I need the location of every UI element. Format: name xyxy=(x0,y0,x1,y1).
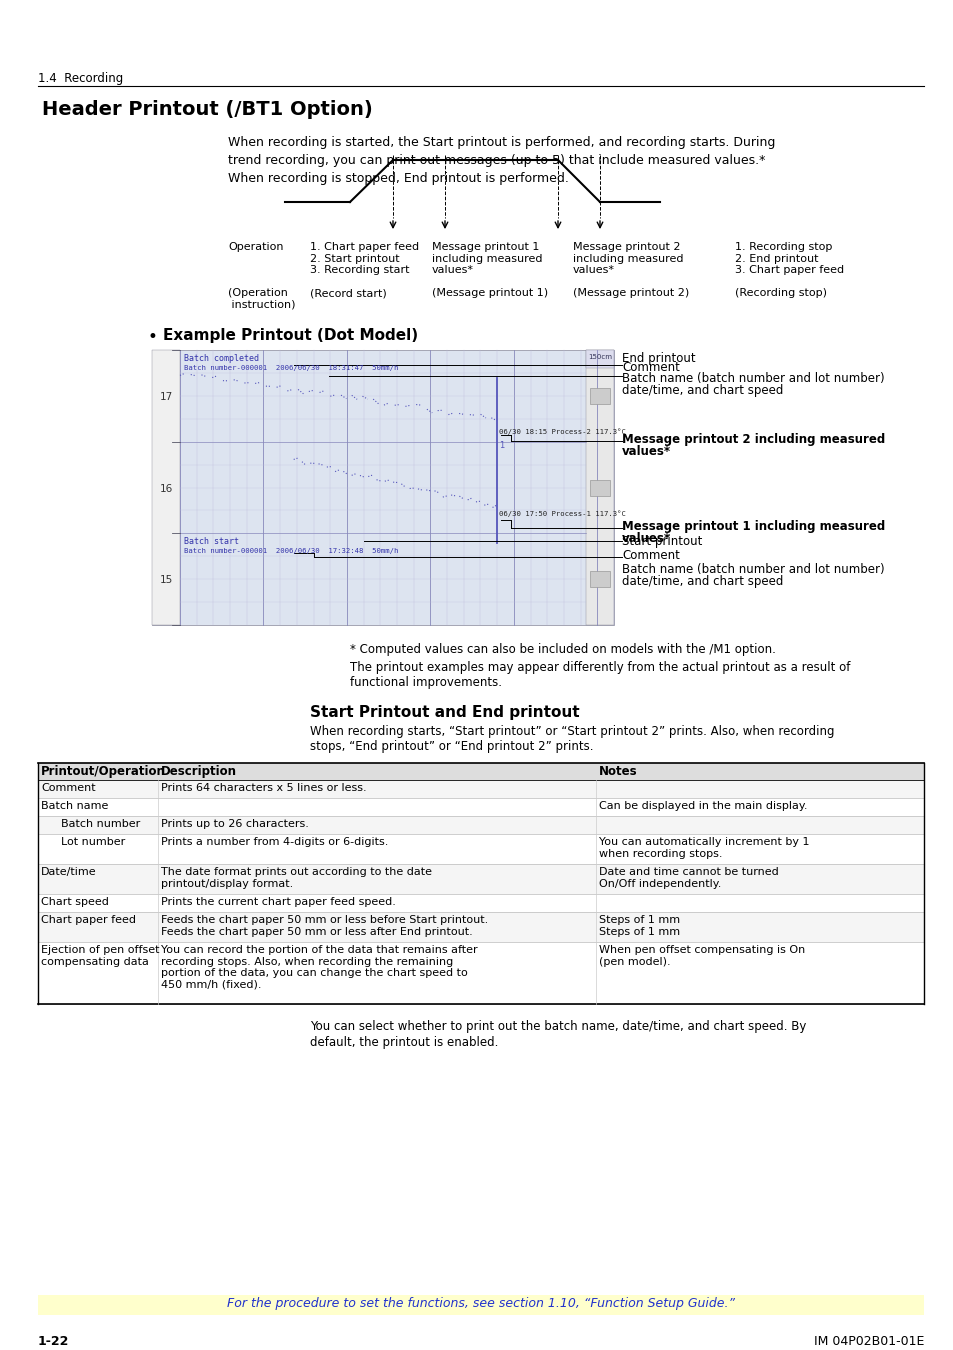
Text: •: • xyxy=(148,328,157,346)
Text: Notes: Notes xyxy=(598,765,637,778)
Bar xyxy=(38,780,923,798)
Text: Description: Description xyxy=(161,765,236,778)
Bar xyxy=(38,1295,923,1315)
Bar xyxy=(585,350,614,369)
Text: (Recording stop): (Recording stop) xyxy=(734,288,826,298)
Text: Batch number: Batch number xyxy=(61,819,140,829)
Text: Batch name: Batch name xyxy=(41,801,109,811)
Text: You can select whether to print out the batch name, date/time, and chart speed. : You can select whether to print out the … xyxy=(310,1021,805,1033)
Text: Start Printout and End printout: Start Printout and End printout xyxy=(310,705,579,720)
Text: Message printout 1 including measured: Message printout 1 including measured xyxy=(621,520,884,533)
Text: The printout examples may appear differently from the actual printout as a resul: The printout examples may appear differe… xyxy=(350,662,849,674)
Text: Prints 64 characters x 5 lines or less.: Prints 64 characters x 5 lines or less. xyxy=(161,783,366,792)
Text: Steps of 1 mm
Steps of 1 mm: Steps of 1 mm Steps of 1 mm xyxy=(598,915,679,937)
Text: Start printout: Start printout xyxy=(621,536,701,548)
Text: values*: values* xyxy=(621,444,670,458)
Text: 16: 16 xyxy=(159,483,172,494)
Text: Ejection of pen offset
compensating data: Ejection of pen offset compensating data xyxy=(41,945,159,967)
Text: Chart paper feed: Chart paper feed xyxy=(41,915,136,925)
Text: Message printout 1
including measured
values*: Message printout 1 including measured va… xyxy=(432,242,542,275)
Text: Can be displayed in the main display.: Can be displayed in the main display. xyxy=(598,801,806,811)
Text: (Message printout 1): (Message printout 1) xyxy=(432,288,548,298)
Text: Printout/Operation: Printout/Operation xyxy=(41,765,166,778)
Text: Comment: Comment xyxy=(621,360,679,374)
Bar xyxy=(38,815,923,834)
Text: 1. Chart paper feed
2. Start printout
3. Recording start: 1. Chart paper feed 2. Start printout 3.… xyxy=(310,242,418,275)
Bar xyxy=(589,387,609,404)
Text: Chart speed: Chart speed xyxy=(41,896,109,907)
Text: Header Printout (/BT1 Option): Header Printout (/BT1 Option) xyxy=(42,100,373,119)
Text: values*: values* xyxy=(621,532,670,545)
Text: (Record start): (Record start) xyxy=(310,288,386,298)
Text: (Operation
 instruction): (Operation instruction) xyxy=(228,288,295,309)
Text: You can automatically increment by 1
when recording stops.: You can automatically increment by 1 whe… xyxy=(598,837,809,859)
Text: 150cm: 150cm xyxy=(587,354,612,360)
Text: Comment: Comment xyxy=(41,783,95,792)
Bar xyxy=(152,350,614,625)
Text: Batch name (batch number and lot number): Batch name (batch number and lot number) xyxy=(621,373,883,385)
Text: Message printout 2
including measured
values*: Message printout 2 including measured va… xyxy=(573,242,682,275)
Bar xyxy=(38,942,923,1004)
Bar xyxy=(38,894,923,913)
Text: trend recording, you can print out messages (up to 5) that include measured valu: trend recording, you can print out messa… xyxy=(228,154,764,167)
Text: Message printout 2 including measured: Message printout 2 including measured xyxy=(621,433,884,446)
Text: For the procedure to set the functions, see section 1.10, “Function Setup Guide.: For the procedure to set the functions, … xyxy=(227,1297,734,1310)
Text: Operation: Operation xyxy=(228,242,283,252)
Bar xyxy=(38,834,923,864)
Text: stops, “End printout” or “End printout 2” prints.: stops, “End printout” or “End printout 2… xyxy=(310,740,593,753)
Text: 06/30 18:15 Process-2 117.3°C: 06/30 18:15 Process-2 117.3°C xyxy=(498,428,625,435)
Text: 17: 17 xyxy=(159,392,172,402)
Text: 06/30 17:50 Process-1 117.3°C: 06/30 17:50 Process-1 117.3°C xyxy=(498,510,625,517)
Text: functional improvements.: functional improvements. xyxy=(350,676,501,688)
Bar xyxy=(589,479,609,495)
Text: default, the printout is enabled.: default, the printout is enabled. xyxy=(310,1035,497,1049)
Text: Date and time cannot be turned
On/Off independently.: Date and time cannot be turned On/Off in… xyxy=(598,867,778,888)
Text: date/time, and chart speed: date/time, and chart speed xyxy=(621,383,782,397)
Text: Date/time: Date/time xyxy=(41,867,96,878)
Text: Batch start: Batch start xyxy=(184,537,239,547)
Text: Prints the current chart paper feed speed.: Prints the current chart paper feed spee… xyxy=(161,896,395,907)
Text: 1-22: 1-22 xyxy=(38,1335,70,1349)
Text: date/time, and chart speed: date/time, and chart speed xyxy=(621,575,782,589)
Text: 15: 15 xyxy=(159,575,172,585)
Text: 1: 1 xyxy=(498,441,503,451)
Text: 1. Recording stop
2. End printout
3. Chart paper feed: 1. Recording stop 2. End printout 3. Cha… xyxy=(734,242,843,275)
Text: 1.4  Recording: 1.4 Recording xyxy=(38,72,123,85)
Text: Comment: Comment xyxy=(621,549,679,563)
Text: End printout: End printout xyxy=(621,352,695,365)
Bar xyxy=(585,350,614,625)
Text: Feeds the chart paper 50 mm or less before Start printout.
Feeds the chart paper: Feeds the chart paper 50 mm or less befo… xyxy=(161,915,488,937)
Bar xyxy=(38,913,923,942)
Text: When pen offset compensating is On
(pen model).: When pen offset compensating is On (pen … xyxy=(598,945,804,967)
Text: Example Printout (Dot Model): Example Printout (Dot Model) xyxy=(163,328,417,343)
Bar xyxy=(589,571,609,587)
Text: * Computed values can also be included on models with the /M1 option.: * Computed values can also be included o… xyxy=(350,643,775,656)
Text: IM 04P02B01-01E: IM 04P02B01-01E xyxy=(813,1335,923,1349)
Bar xyxy=(38,763,923,780)
Text: You can record the portion of the data that remains after
recording stops. Also,: You can record the portion of the data t… xyxy=(161,945,477,990)
Bar xyxy=(38,798,923,815)
Text: (Message printout 2): (Message printout 2) xyxy=(573,288,688,298)
Text: The date format prints out according to the date
printout/display format.: The date format prints out according to … xyxy=(161,867,432,888)
Text: Prints a number from 4-digits or 6-digits.: Prints a number from 4-digits or 6-digit… xyxy=(161,837,388,846)
Text: Lot number: Lot number xyxy=(61,837,125,846)
Text: When recording is started, the Start printout is performed, and recording starts: When recording is started, the Start pri… xyxy=(228,136,775,148)
Text: Batch completed: Batch completed xyxy=(184,354,258,363)
Text: Batch name (batch number and lot number): Batch name (batch number and lot number) xyxy=(621,563,883,576)
Text: When recording is stopped, End printout is performed.: When recording is stopped, End printout … xyxy=(228,171,568,185)
Text: Prints up to 26 characters.: Prints up to 26 characters. xyxy=(161,819,309,829)
Text: When recording starts, “Start printout” or “Start printout 2” prints. Also, when: When recording starts, “Start printout” … xyxy=(310,725,834,738)
Bar xyxy=(38,864,923,894)
Bar xyxy=(152,350,180,625)
Text: Batch number-000001  2006/06/30  17:32:48  50mm/h: Batch number-000001 2006/06/30 17:32:48 … xyxy=(184,548,398,555)
Text: Batch number-000001  2006/06/30  18:31:47  50mm/h: Batch number-000001 2006/06/30 18:31:47 … xyxy=(184,364,398,371)
